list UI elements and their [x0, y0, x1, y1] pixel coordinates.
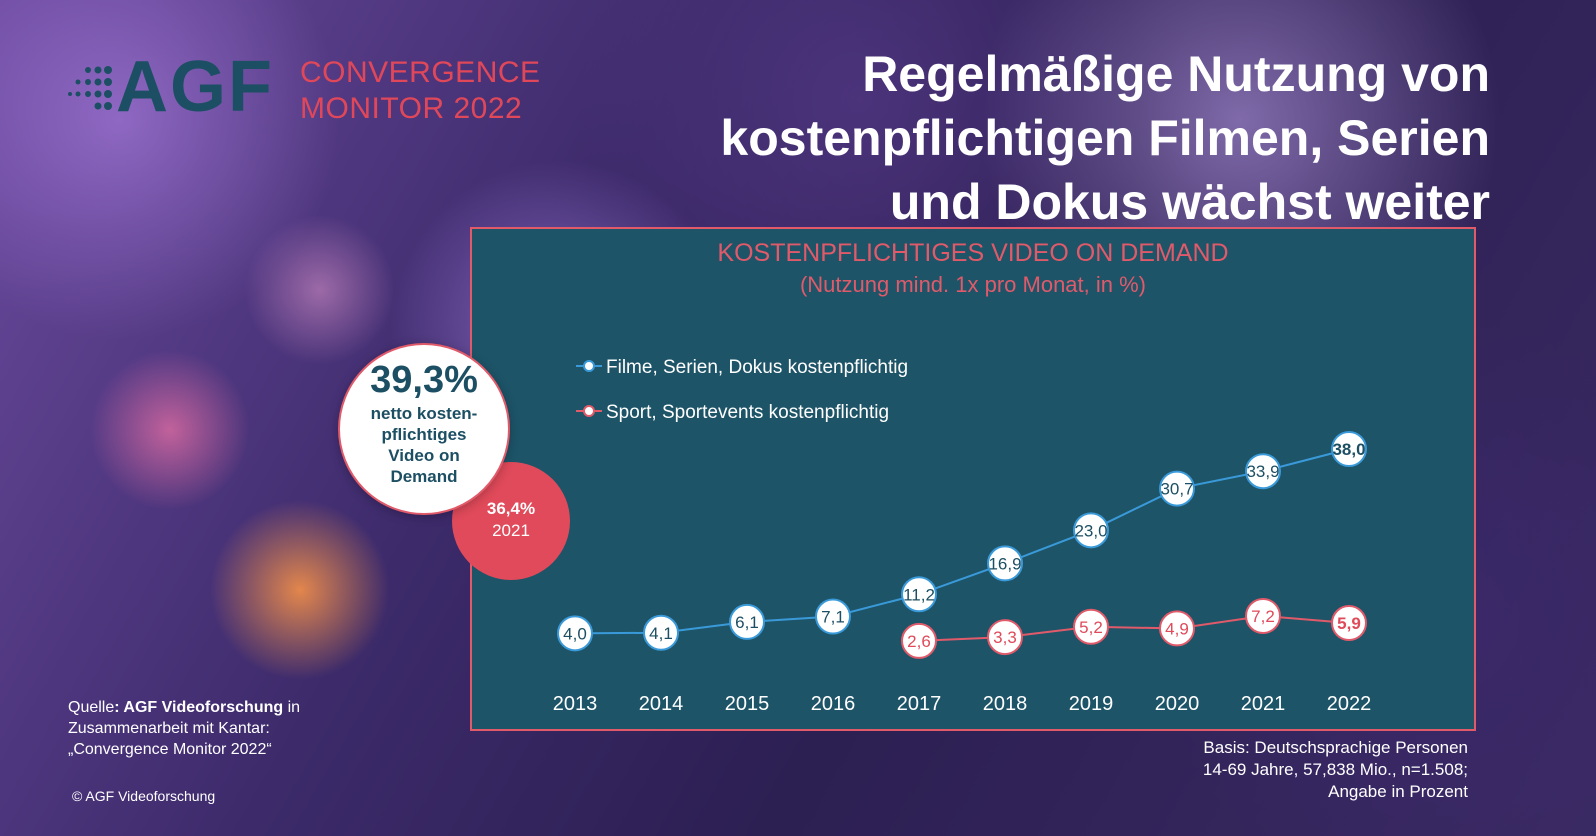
badge-net-svod: 39,3% netto kosten-pflichtiges Video on …: [338, 343, 510, 515]
series-line-0: [574, 448, 1350, 635]
chart-subtitle: (Nutzung mind. 1x pro Monat, in %): [799, 272, 1147, 297]
data-label-0-2020: 30,7: [1160, 480, 1193, 499]
data-point-1-2018: [987, 619, 1023, 656]
data-label-1-2022: 5,9: [1337, 614, 1361, 633]
data-point-0-2021: [1245, 453, 1281, 490]
data-point-1-2017: [901, 622, 937, 659]
data-point-0-2013: [557, 615, 593, 652]
source-note: Quelle: AGF Videoforschung in Zusammenar…: [68, 697, 358, 760]
source-bold: : AGF Videoforschung: [114, 699, 284, 716]
data-label-0-2017: 11,2: [903, 585, 935, 604]
data-point-0-2020: [1159, 470, 1195, 507]
data-point-1-2021: [1245, 597, 1281, 634]
x-tick-label-2016: 2016: [811, 693, 856, 715]
data-label-0-2014: 4,1: [649, 624, 673, 643]
logo-brand: AGF: [116, 47, 274, 127]
series-line-1: [918, 614, 1350, 642]
data-label-1-2021: 7,2: [1251, 607, 1275, 626]
basis-line-1: Basis: Deutschsprachige Personen: [1203, 738, 1468, 757]
x-tick-label-2018: 2018: [983, 693, 1028, 715]
badge-2021-value: 36,4%: [486, 499, 536, 518]
x-tick-label-2022: 2022: [1327, 693, 1372, 715]
data-label-0-2013: 4,0: [563, 624, 587, 643]
headline-line-1: Regelmäßige Nutzung von: [862, 46, 1490, 102]
legend-label-0: Filme, Serien, Dokus kostenpflichtig: [606, 357, 908, 378]
x-tick-label-2013: 2013: [553, 693, 598, 715]
data-label-0-2021: 33,9: [1246, 462, 1279, 481]
legend-label-1: Sport, Sportevents kostenpflichtig: [606, 402, 889, 423]
copyright: © AGF Videoforschung: [72, 788, 216, 804]
chart-title: KOSTENPFLICHTIGES VIDEO ON DEMAND: [717, 239, 1229, 267]
source-rest: in Zusammenarbeit mit Kantar: „Convergen…: [68, 699, 301, 758]
basis-line-2: 14-69 Jahre, 57,838 Mio., n=1.508;: [1202, 760, 1468, 779]
x-tick-label-2015: 2015: [725, 693, 770, 715]
x-tick-label-2021: 2021: [1241, 693, 1286, 715]
badge-2021-year: 2021: [492, 521, 530, 540]
line-chart: Filme, Serien, Dokus kostenpflichtig Spor…: [553, 357, 1372, 715]
chart-panel: KOSTENPFLICHTIGES VIDEO ON DEMAND (Nutzu…: [470, 227, 1476, 731]
x-tick-label-2019: 2019: [1069, 693, 1114, 715]
headline-line-3: und Dokus wächst weiter: [889, 174, 1490, 230]
x-tick-label-2020: 2020: [1155, 693, 1200, 715]
badge-net-svod-value: 39,3%: [370, 359, 478, 401]
agf-logo: AGF CONVERGENCE MONITOR 2022: [68, 47, 548, 132]
data-point-0-2018: [987, 545, 1023, 582]
data-label-0-2019: 23,0: [1074, 521, 1107, 540]
legend-marker-0: [583, 360, 595, 372]
data-label-0-2022: 38,0: [1332, 440, 1365, 459]
data-label-1-2019: 5,2: [1079, 618, 1103, 637]
data-point-1-2019: [1073, 608, 1109, 645]
logo-line-2: MONITOR 2022: [300, 92, 523, 125]
source-prefix: Quelle: [68, 699, 115, 716]
basis-line-3: Angabe in Prozent: [1328, 782, 1468, 801]
logo-line-1: CONVERGENCE: [300, 56, 541, 89]
logo-dots-icon: [68, 66, 112, 110]
data-point-1-2020: [1159, 610, 1195, 647]
data-point-0-2017: [901, 576, 937, 613]
headline-line-2: kostenpflichtigen Filmen, Serien: [720, 110, 1490, 166]
page-headline: Regelmäßige Nutzung von kostenpflichtige…: [590, 42, 1490, 234]
data-point-0-2015: [729, 603, 765, 640]
data-label-0-2018: 16,9: [988, 554, 1021, 573]
data-point-0-2022: [1331, 431, 1367, 467]
legend-marker-1: [583, 405, 595, 417]
data-label-1-2018: 3,3: [993, 628, 1017, 647]
data-point-0-2019: [1073, 512, 1109, 549]
data-label-1-2017: 2,6: [907, 632, 931, 651]
badge-net-svod-label: netto kosten-pflichtiges Video on Demand: [370, 404, 478, 486]
data-point-0-2016: [815, 598, 851, 635]
data-point-0-2014: [643, 614, 679, 651]
data-label-1-2020: 4,9: [1165, 619, 1189, 638]
data-label-0-2016: 7,1: [821, 608, 845, 627]
data-point-1-2022: [1331, 605, 1367, 642]
x-tick-label-2014: 2014: [639, 693, 684, 715]
basis-note: Basis: Deutschsprachige Personen 14-69 J…: [1108, 737, 1468, 803]
data-label-0-2015: 6,1: [735, 613, 759, 632]
x-tick-label-2017: 2017: [897, 693, 942, 715]
